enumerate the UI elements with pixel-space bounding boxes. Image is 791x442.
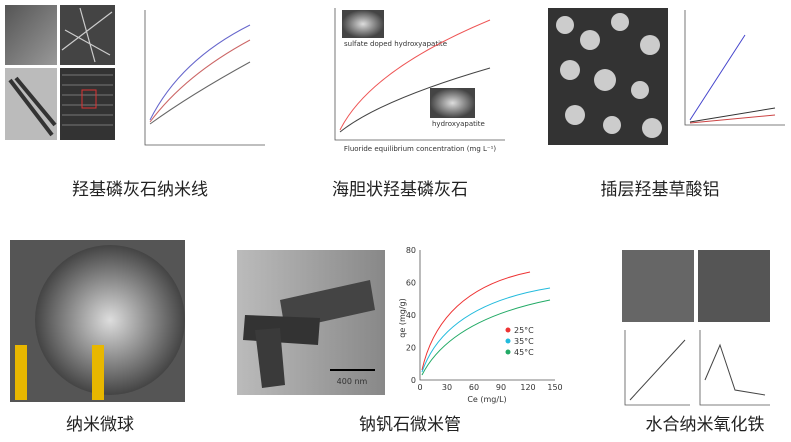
caption: 钠钒石微米管 <box>359 415 461 435</box>
sphere <box>35 245 185 395</box>
x-label: Fluoride equilibrium concentration (mg L… <box>344 145 497 153</box>
x-tick-label: 60 <box>469 383 479 392</box>
caption: 海胆状羟基磷灰石 <box>332 180 468 200</box>
figure: 羟基磷灰石纳米线 sulfate doped hydroxyapatite hy… <box>0 0 791 442</box>
micrograph <box>698 250 770 322</box>
micrograph <box>60 68 115 140</box>
curve <box>705 345 765 395</box>
curve <box>690 115 775 123</box>
inset-label: sulfate doped hydroxyapatite <box>344 40 447 48</box>
panel-iron-oxide: 水合纳米氧化铁 <box>622 250 770 435</box>
y-tick-label: 80 <box>406 246 416 255</box>
inset-label: hydroxyapatite <box>432 120 485 128</box>
axis <box>420 250 555 380</box>
inset <box>342 10 384 38</box>
micrograph <box>622 250 694 322</box>
panel-intercalated: 插层羟基草酸铝 <box>548 8 785 200</box>
axis <box>625 330 690 405</box>
curve <box>690 108 775 122</box>
caption: 插层羟基草酸铝 <box>601 180 720 200</box>
panel-microsphere: 纳米微球 <box>10 240 185 435</box>
curve <box>630 340 685 400</box>
legend-label: 25°C <box>514 326 534 335</box>
curve <box>150 62 250 124</box>
micrograph <box>5 5 57 65</box>
scale-label: 400 nm <box>337 377 368 386</box>
legend-marker <box>506 350 511 355</box>
x-tick-label: 150 <box>547 383 562 392</box>
layer <box>92 345 104 400</box>
caption: 纳米微球 <box>66 415 134 435</box>
axis <box>685 10 785 125</box>
y-tick-label: 60 <box>406 279 416 288</box>
caption: 羟基磷灰石纳米线 <box>72 180 208 200</box>
axis <box>145 10 265 145</box>
inset <box>430 88 475 118</box>
legend-label: 45°C <box>514 348 534 357</box>
x-tick-label: 120 <box>520 383 535 392</box>
y-tick-label: 20 <box>406 344 416 353</box>
legend-label: 35°C <box>514 337 534 346</box>
curve <box>150 40 250 122</box>
x-tick-label: 0 <box>417 383 422 392</box>
caption: 水合纳米氧化铁 <box>646 415 765 435</box>
chart <box>420 250 555 380</box>
tube <box>243 315 320 345</box>
y-tick-label: 0 <box>411 376 416 385</box>
y-tick-label: 40 <box>406 311 416 320</box>
legend-marker <box>506 328 511 333</box>
x-label: Ce (mg/L) <box>467 395 506 404</box>
legend-marker <box>506 339 511 344</box>
x-tick-label: 30 <box>442 383 452 392</box>
layer <box>15 345 27 400</box>
curve <box>690 35 745 120</box>
panel-urchin: sulfate doped hydroxyapatite hydroxyapat… <box>332 8 505 200</box>
panel-nanowire: 羟基磷灰石纳米线 <box>5 5 265 200</box>
x-tick-label: 90 <box>496 383 506 392</box>
